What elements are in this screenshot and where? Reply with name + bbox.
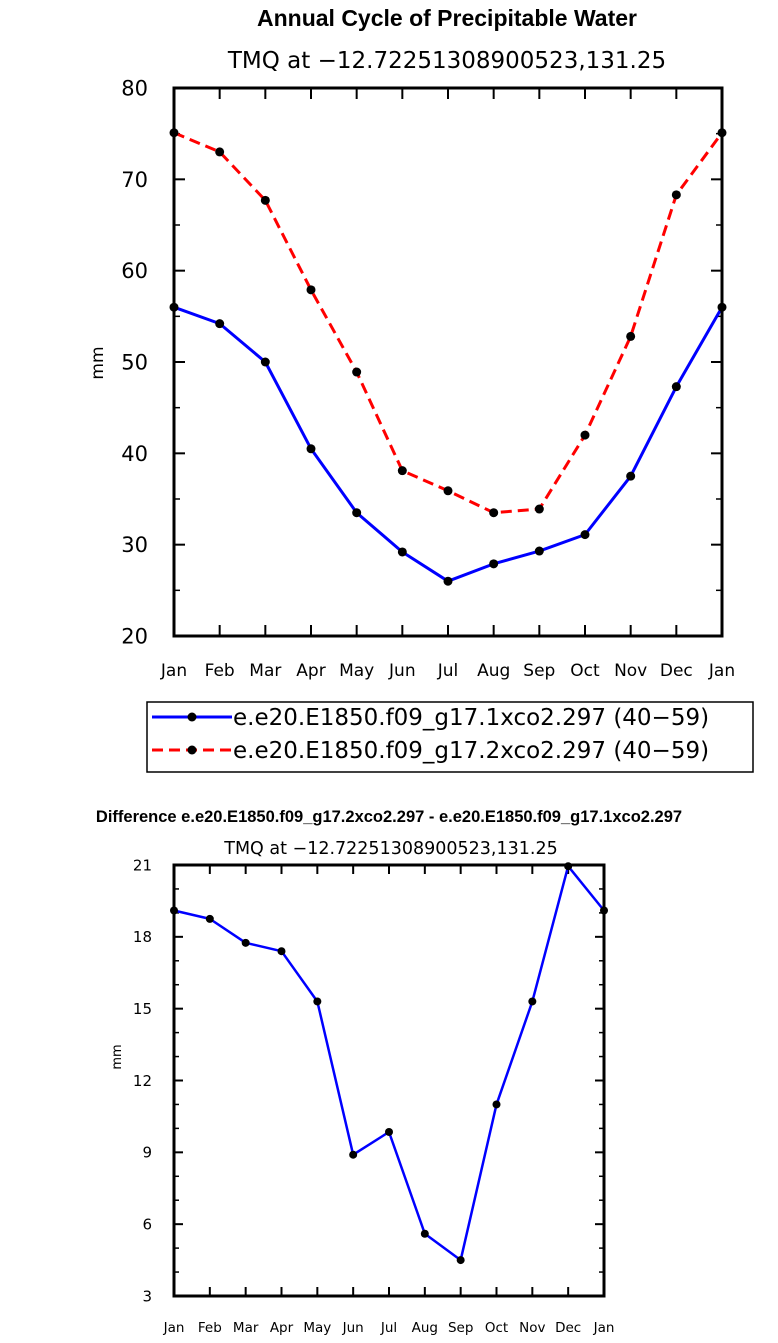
chart-2-ytick-label: 15: [133, 1000, 152, 1018]
chart-2-xtick-label: May: [303, 1320, 331, 1336]
chart-1-xtick-label: Dec: [660, 661, 693, 681]
chart-2-xtick-label: Jan: [163, 1320, 185, 1336]
chart-2-point: [205, 914, 214, 923]
chart-1-axes: Jan Feb Mar Apr May Jun Jul Aug Sep Oct Nov Dec Jan 2…: [121, 77, 735, 681]
chart-1-xtick-label: Nov: [614, 661, 647, 681]
chart-2-point: [456, 1256, 465, 1265]
chart-1-xtick-label: May: [339, 661, 374, 681]
chart-1-ytick-label: 40: [121, 442, 148, 466]
chart-1-ytick-label: 20: [121, 625, 148, 649]
chart-2-point: [528, 997, 537, 1006]
chart-2-point: [492, 1100, 501, 1109]
chart-1-point: [626, 331, 636, 341]
chart-2-point: [313, 997, 322, 1006]
chart-2-ytick-label: 21: [133, 856, 152, 874]
chart-2-point: [349, 1150, 358, 1159]
legend-marker-2: [187, 745, 197, 755]
chart-1-point: [489, 508, 499, 518]
chart-1-frame: [172, 86, 724, 638]
chart-2-xtick-label: Mar: [233, 1320, 259, 1336]
legend-label-2: e.e20.E1850.f09_g17.2xco2.297 (40−59): [233, 738, 709, 764]
chart-1-point: [397, 547, 407, 557]
chart-2-axes: Jan Feb Mar Apr May Jun Jul Aug Sep Oct Nov Dec Jan 3…: [133, 856, 615, 1336]
chart-2-ytick-label: 3: [142, 1287, 152, 1305]
chart-2-xtick-label: Feb: [198, 1320, 222, 1336]
chart-1-xtick-label: Aug: [477, 661, 510, 681]
chart-1-series: [169, 128, 727, 586]
chart-1-point: [580, 530, 590, 540]
chart-1-xtick-label: Oct: [570, 661, 600, 681]
chart-1-point: [489, 559, 499, 569]
legend-box: [146, 701, 754, 773]
chart-2-point: [277, 947, 286, 956]
chart-2: Difference e.e20.E1850.f09_g17.2xco2.297…: [96, 808, 682, 1336]
chart-2-xtick-label: Nov: [519, 1320, 545, 1336]
chart-1-point: [260, 195, 270, 205]
chart-1-point: [443, 576, 453, 586]
chart-1-point: [215, 319, 225, 329]
chart-2-xtick-label: Jun: [342, 1320, 364, 1336]
chart-1-point: [352, 508, 362, 518]
legend-item-2: e.e20.E1850.f09_g17.2xco2.297 (40−59): [152, 738, 709, 764]
legend-item-1: e.e20.E1850.f09_g17.1xco2.297 (40−59): [152, 705, 709, 731]
chart-2-point: [385, 1127, 393, 1136]
chart-1-ytick-label: 60: [121, 259, 148, 283]
chart-1-point: [215, 147, 225, 157]
chart-1-title: Annual Cycle of Precipitable Water: [257, 5, 637, 31]
chart-1-legend: e.e20.E1850.f09_g17.1xco2.297 (40−59) e.…: [146, 701, 754, 773]
chart-2-xtick-label: Dec: [555, 1320, 581, 1336]
chart-2-xtick-label: Jul: [380, 1320, 397, 1336]
chart-1-point: [306, 285, 316, 295]
chart-1-ytick-label: 70: [121, 168, 148, 192]
chart-2-xtick-label: Aug: [412, 1320, 438, 1336]
chart-2-frame: [172, 863, 606, 1298]
chart-1-point: [671, 190, 681, 200]
chart-1-xtick-label: Apr: [296, 661, 325, 681]
chart-1-xtick-label: Jan: [160, 661, 187, 681]
chart-2-series: [170, 862, 608, 1265]
chart-1-point: [534, 546, 544, 556]
legend-label-1: e.e20.E1850.f09_g17.1xco2.297 (40−59): [233, 705, 709, 731]
chart-2-ytick-label: 18: [133, 928, 152, 946]
chart-2-point: [241, 938, 250, 947]
chart-2-point: [420, 1229, 429, 1238]
chart-2-ylabel: mm: [110, 1044, 125, 1069]
chart-2-series-line-1: [173, 864, 605, 1262]
chart-1-point: [397, 466, 407, 476]
chart-2-ytick-label: 6: [142, 1216, 152, 1234]
chart-1-point: [626, 471, 636, 481]
chart-1-point: [260, 357, 270, 367]
chart-1-xtick-label: Jul: [437, 661, 459, 681]
chart-1-ytick-label: 80: [121, 77, 148, 101]
chart-1-subtitle: TMQ at −12.72251308900523,131.25: [227, 48, 666, 74]
chart-1-ytick-label: 30: [121, 533, 148, 557]
chart-1-ylabel: mm: [88, 346, 108, 379]
legend-marker-1: [187, 712, 197, 722]
chart-1-xtick-label: Sep: [523, 661, 555, 681]
chart-2-subtitle: TMQ at −12.72251308900523,131.25: [223, 839, 557, 859]
chart-1-point: [443, 486, 453, 496]
chart-1-xtick-label: Feb: [205, 661, 235, 681]
chart-1-ytick-label: 50: [121, 351, 148, 375]
chart-1-xtick-label: Mar: [249, 661, 281, 681]
chart-1-xtick-label: Jun: [388, 661, 416, 681]
chart-1-point: [534, 504, 544, 514]
chart-1-point: [352, 367, 362, 377]
chart-2-title: Difference e.e20.E1850.f09_g17.2xco2.297…: [96, 808, 682, 826]
chart-1-point: [306, 444, 316, 454]
chart-2-xtick-label: Jan: [593, 1320, 615, 1336]
chart-2-xtick-label: Sep: [448, 1320, 473, 1336]
chart-2-ytick-label: 12: [133, 1072, 152, 1090]
chart-1-series-line-1: [173, 305, 724, 583]
chart-1: Annual Cycle of Precipitable Water TMQ a…: [88, 5, 754, 773]
chart-1-point: [671, 382, 681, 392]
chart-1-xtick-label: Jan: [708, 661, 735, 681]
chart-1-point: [580, 430, 590, 440]
chart-2-xtick-label: Oct: [485, 1320, 508, 1336]
chart-2-ytick-label: 9: [142, 1144, 152, 1162]
chart-2-xtick-label: Apr: [270, 1320, 294, 1336]
